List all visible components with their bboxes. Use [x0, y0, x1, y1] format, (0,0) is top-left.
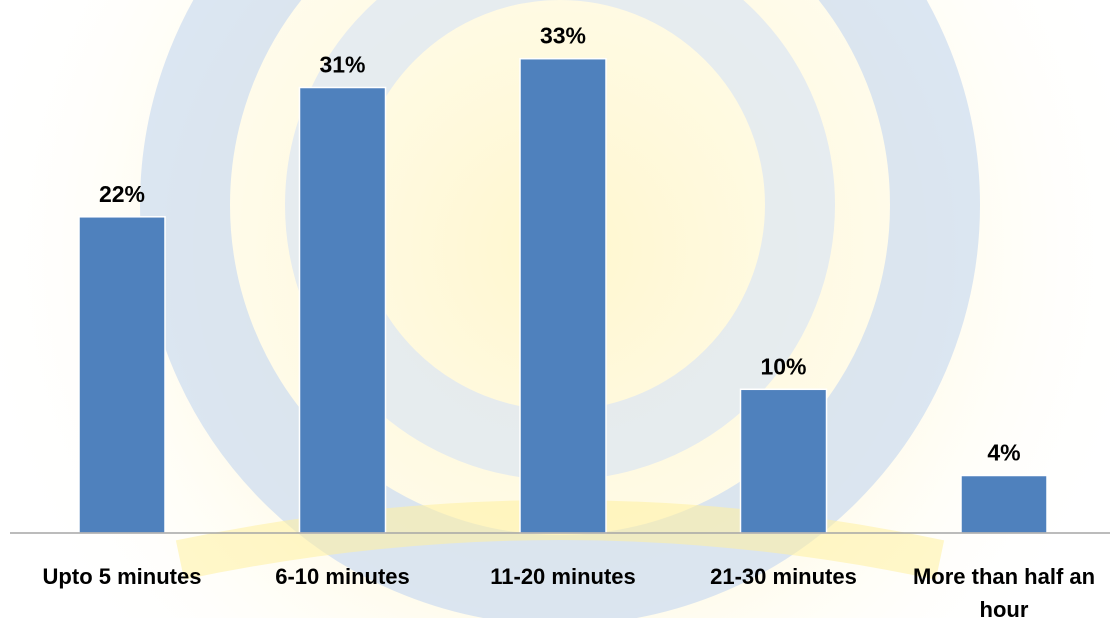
category-label-1: Upto 5 minutes: [43, 564, 202, 589]
bar-5: [960, 474, 1048, 534]
category-labels-layer: Upto 5 minutes 6-10 minutes 11-20 minutes 2…: [43, 564, 1096, 622]
data-label-1: 22%: [99, 181, 145, 207]
bar-2: [298, 86, 387, 534]
data-label-5: 4%: [987, 440, 1020, 466]
category-label-4: 21-30 minutes: [710, 564, 857, 589]
category-label-3: 11-20 minutes: [490, 564, 636, 589]
data-label-2: 31%: [319, 52, 365, 78]
bars-layer: [78, 57, 1048, 534]
bar-1: [78, 216, 166, 534]
category-label-2: 6-10 minutes: [275, 564, 410, 589]
data-labels-layer: 22% 31% 33% 10% 4%: [99, 23, 1021, 466]
data-label-4: 10%: [760, 353, 806, 379]
data-label-3: 33%: [540, 23, 586, 49]
bar-3: [519, 57, 607, 534]
bar-4: [739, 388, 828, 534]
